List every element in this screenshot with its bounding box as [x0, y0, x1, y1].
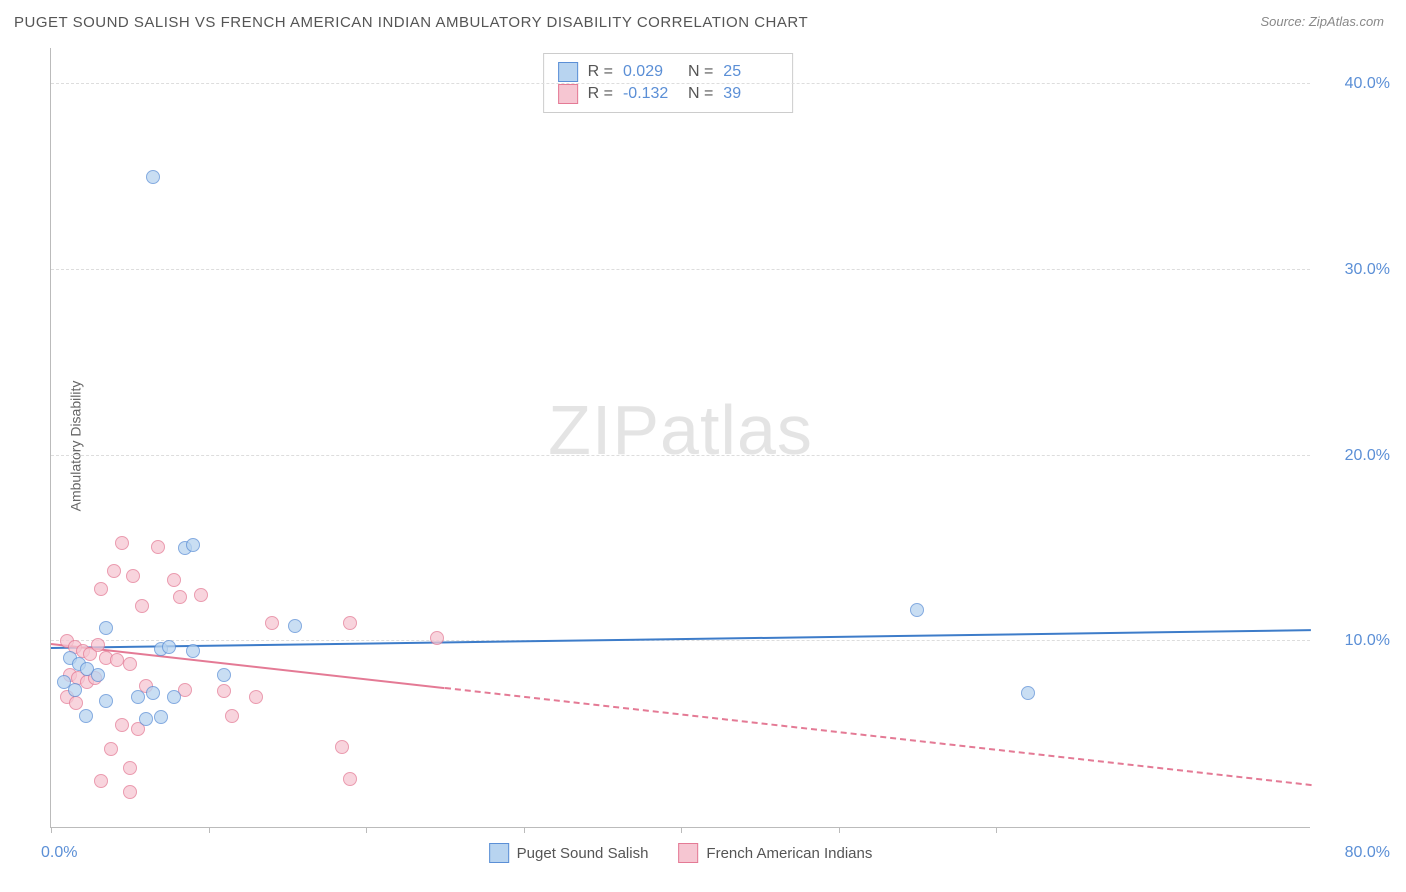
- data-point: [123, 785, 137, 799]
- n-label: N =: [688, 85, 713, 103]
- y-tick-label: 20.0%: [1320, 447, 1390, 465]
- data-point: [430, 631, 444, 645]
- data-point: [68, 683, 82, 697]
- data-point: [167, 690, 181, 704]
- swatch-series-2: [678, 843, 698, 863]
- data-point: [104, 742, 118, 756]
- data-point: [79, 709, 93, 723]
- r-value: 0.029: [623, 63, 678, 81]
- n-value: 39: [723, 85, 778, 103]
- x-tick: [51, 827, 52, 833]
- x-tick: [681, 827, 682, 833]
- data-point: [167, 573, 181, 587]
- y-tick-label: 10.0%: [1320, 632, 1390, 650]
- gridline: [51, 269, 1310, 270]
- trend-line: [51, 629, 1311, 649]
- data-point: [186, 538, 200, 552]
- data-point: [99, 621, 113, 635]
- trend-line: [51, 643, 445, 689]
- data-point: [1021, 686, 1035, 700]
- data-point: [343, 772, 357, 786]
- x-tick: [524, 827, 525, 833]
- x-axis-max-label: 80.0%: [1320, 844, 1390, 862]
- data-point: [146, 686, 160, 700]
- data-point: [343, 616, 357, 630]
- data-point: [910, 603, 924, 617]
- data-point: [126, 569, 140, 583]
- gridline: [51, 640, 1310, 641]
- trend-line: [445, 687, 1311, 786]
- data-point: [225, 709, 239, 723]
- data-point: [94, 582, 108, 596]
- data-point: [151, 540, 165, 554]
- legend-stats-row: R = -0.132 N = 39: [558, 84, 779, 104]
- legend-item: Puget Sound Salish: [489, 843, 649, 863]
- legend-label: Puget Sound Salish: [517, 845, 649, 862]
- swatch-series-1: [489, 843, 509, 863]
- y-tick-label: 30.0%: [1320, 261, 1390, 279]
- data-point: [123, 761, 137, 775]
- data-point: [69, 696, 83, 710]
- legend-series: Puget Sound Salish French American India…: [489, 843, 873, 863]
- n-label: N =: [688, 63, 713, 81]
- r-label: R =: [588, 63, 613, 81]
- y-tick-label: 40.0%: [1320, 75, 1390, 93]
- x-tick: [366, 827, 367, 833]
- plot-area: ZIPatlas R = 0.029 N = 25 R = -0.132 N =…: [50, 48, 1310, 828]
- data-point: [217, 668, 231, 682]
- swatch-series-2: [558, 84, 578, 104]
- data-point: [173, 590, 187, 604]
- watermark-light: atlas: [660, 391, 813, 469]
- x-tick: [996, 827, 997, 833]
- data-point: [135, 599, 149, 613]
- legend-stats-row: R = 0.029 N = 25: [558, 62, 779, 82]
- swatch-series-1: [558, 62, 578, 82]
- x-axis-min-label: 0.0%: [41, 844, 77, 862]
- r-label: R =: [588, 85, 613, 103]
- data-point: [288, 619, 302, 633]
- n-value: 25: [723, 63, 778, 81]
- data-point: [139, 712, 153, 726]
- data-point: [115, 536, 129, 550]
- watermark-bold: ZIP: [548, 391, 660, 469]
- data-point: [115, 718, 129, 732]
- gridline: [51, 455, 1310, 456]
- legend-label: French American Indians: [706, 845, 872, 862]
- data-point: [186, 644, 200, 658]
- data-point: [91, 668, 105, 682]
- data-point: [94, 774, 108, 788]
- data-point: [91, 638, 105, 652]
- data-point: [99, 694, 113, 708]
- data-point: [249, 690, 263, 704]
- data-point: [217, 684, 231, 698]
- data-point: [146, 170, 160, 184]
- source-attribution: Source: ZipAtlas.com: [1260, 14, 1384, 29]
- x-tick: [839, 827, 840, 833]
- r-value: -0.132: [623, 85, 678, 103]
- data-point: [162, 640, 176, 654]
- legend-item: French American Indians: [678, 843, 872, 863]
- data-point: [265, 616, 279, 630]
- gridline: [51, 83, 1310, 84]
- chart-title: PUGET SOUND SALISH VS FRENCH AMERICAN IN…: [14, 14, 808, 31]
- x-tick: [209, 827, 210, 833]
- data-point: [335, 740, 349, 754]
- data-point: [194, 588, 208, 602]
- data-point: [131, 690, 145, 704]
- data-point: [154, 710, 168, 724]
- watermark: ZIPatlas: [548, 390, 813, 470]
- data-point: [107, 564, 121, 578]
- data-point: [123, 657, 137, 671]
